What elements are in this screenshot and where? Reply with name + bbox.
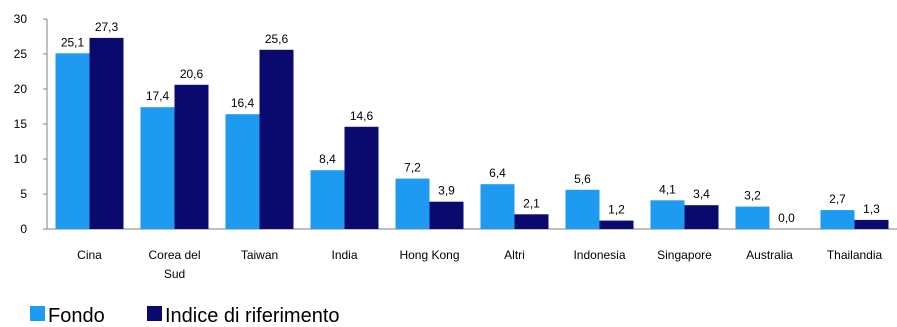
bar-indice (429, 201, 464, 229)
legend-label-indice: Indice di riferimento (165, 305, 340, 327)
data-label: 8,4 (319, 152, 336, 166)
data-label: 3,2 (744, 189, 761, 203)
bar-fondo (140, 107, 175, 229)
bar-indice (89, 37, 124, 230)
category-label: Australia (746, 248, 793, 262)
data-label: 5,6 (574, 172, 591, 186)
legend: Fondo Indice di riferimento (30, 305, 340, 327)
data-label: 25,6 (265, 32, 289, 46)
data-label: 0,0 (778, 211, 795, 225)
data-label: 1,3 (863, 202, 880, 216)
category-label: Cina (77, 248, 102, 262)
y-tick-label: 0 (20, 222, 27, 236)
bar-fondo (395, 178, 430, 229)
data-label: 2,1 (523, 196, 540, 210)
category-label: Singapore (657, 248, 712, 262)
category-label: India (331, 248, 357, 262)
category-labels: Cina Corea del Sud Taiwan India Hong Kong Altr… (77, 248, 882, 281)
data-label: 1,2 (608, 203, 625, 217)
data-label: 3,4 (693, 187, 710, 201)
data-label: 3,9 (438, 184, 455, 198)
bar-fondo (735, 206, 770, 229)
data-labels: 25,1 27,3 17,4 20,6 16,4 25,6 8,4 14,6 7,2 3,9 6,4… (61, 20, 880, 225)
y-tick-label: 15 (14, 117, 28, 131)
data-label: 14,6 (350, 109, 374, 123)
y-tick-label: 10 (14, 152, 28, 166)
category-label: Corea del (148, 248, 200, 262)
bars (55, 37, 889, 230)
category-label: Hong Kong (399, 248, 459, 262)
bar-indice (259, 49, 294, 229)
data-label: 17,4 (146, 89, 170, 103)
bar-fondo (565, 189, 600, 229)
bar-indice (599, 220, 634, 229)
data-label: 2,7 (829, 192, 846, 206)
category-label: Altri (504, 248, 525, 262)
legend-swatch-indice (147, 306, 162, 321)
data-label: 25,1 (61, 35, 85, 49)
bar-fondo (310, 170, 345, 229)
y-tick-label: 20 (14, 82, 28, 96)
data-label: 27,3 (95, 20, 119, 34)
data-label: 20,6 (180, 67, 204, 81)
bar-indice (684, 205, 719, 229)
category-label: Taiwan (241, 248, 278, 262)
category-label: Thailandia (827, 248, 883, 262)
y-tick-label: 30 (14, 12, 28, 26)
legend-label-fondo: Fondo (48, 305, 105, 327)
bar-indice (514, 214, 549, 229)
data-label: 4,1 (659, 182, 676, 196)
data-label: 6,4 (489, 166, 506, 180)
y-tick-label: 5 (20, 187, 27, 201)
bar-fondo (820, 210, 855, 229)
bar-fondo (650, 200, 685, 229)
bar-indice (174, 84, 209, 229)
legend-swatch-fondo (30, 306, 45, 321)
bar-indice (854, 219, 889, 229)
bar-fondo (55, 53, 90, 229)
bar-fondo (225, 114, 260, 229)
data-label: 7,2 (404, 161, 421, 175)
category-label: Indonesia (573, 248, 625, 262)
bar-fondo (480, 184, 515, 229)
y-tick-label: 25 (14, 47, 28, 61)
bar-indice (344, 126, 379, 229)
category-label: Sud (164, 267, 185, 281)
data-label: 16,4 (231, 96, 255, 110)
